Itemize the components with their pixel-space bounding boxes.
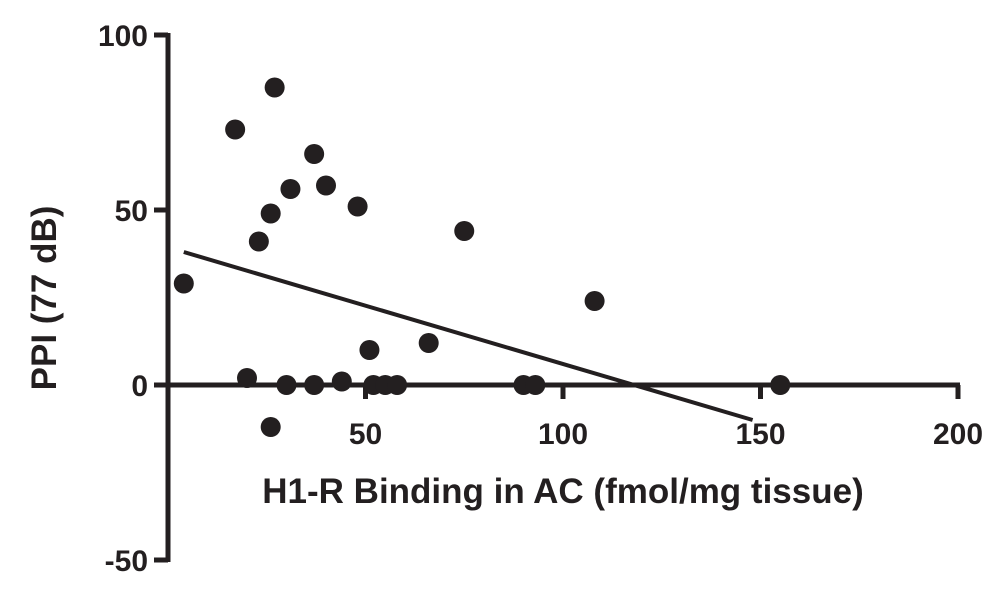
fit-layer [183, 250, 754, 422]
data-point [260, 417, 281, 437]
ticks: 100 50 0 -50 50 100 150 200 [98, 20, 983, 578]
y-tick-label: 100 [98, 20, 148, 53]
x-tick-label: 50 [349, 418, 382, 451]
y-tick-label: -50 [105, 545, 148, 578]
y-tick-label: 0 [131, 370, 148, 403]
data-point [260, 203, 281, 224]
data-point [237, 368, 257, 388]
data-point [304, 144, 325, 164]
y-axis-title: PPI (77 dB) [25, 206, 64, 391]
x-tick-label: 100 [538, 418, 588, 451]
data-points [173, 77, 791, 437]
data-point [525, 375, 546, 395]
data-point [387, 375, 408, 395]
data-point [418, 333, 439, 353]
data-point [347, 196, 368, 217]
data-point [280, 179, 301, 199]
data-point [584, 291, 605, 311]
data-point [225, 119, 246, 140]
x-tick-label: 150 [735, 418, 785, 451]
data-point [770, 375, 791, 395]
data-point [276, 375, 297, 395]
data-point [454, 221, 475, 241]
data-point [359, 340, 380, 360]
data-point [304, 375, 325, 395]
x-tick-label: 200 [933, 418, 983, 451]
x-axis-title: H1-R Binding in AC (fmol/mg tissue) [262, 472, 863, 511]
data-point [316, 175, 336, 196]
y-tick-label: 50 [115, 195, 148, 228]
data-point [264, 77, 285, 98]
data-point [173, 273, 194, 294]
regression-line [183, 250, 754, 422]
data-point [248, 231, 269, 252]
data-point [331, 371, 352, 392]
